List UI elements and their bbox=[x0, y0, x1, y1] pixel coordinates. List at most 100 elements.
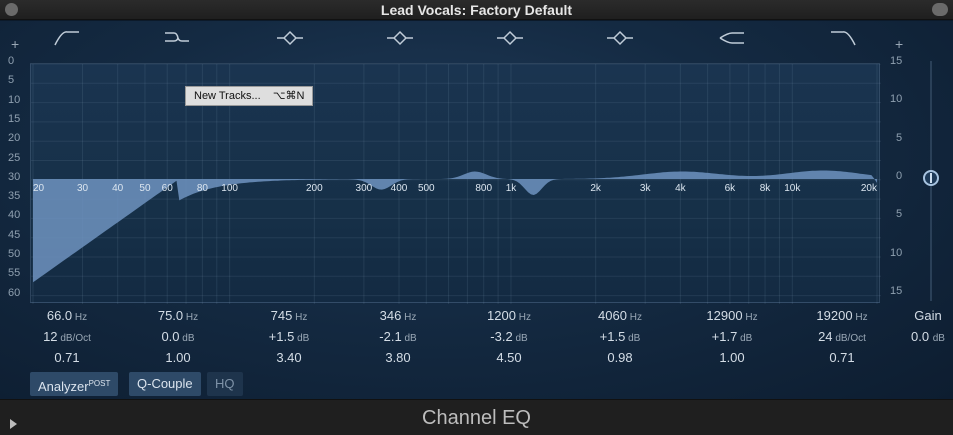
band-8-params: 19200 Hz 24 dB/Oct 0.71 bbox=[787, 305, 897, 368]
freq-label: 60 bbox=[162, 183, 174, 194]
analyzer-scale-label: 35 bbox=[8, 190, 21, 203]
gain-scale-label: 0 bbox=[896, 169, 903, 182]
gain-scale-label: 15 bbox=[890, 284, 903, 297]
analyzer-scale-label: 0 bbox=[8, 55, 15, 67]
band-frequency[interactable]: 12900 Hz bbox=[706, 308, 758, 323]
freq-label: 400 bbox=[391, 183, 408, 194]
gain-knob[interactable] bbox=[923, 170, 939, 186]
analyzer-scale-label: 30 bbox=[8, 170, 21, 183]
analyzer-scale-label: 40 bbox=[8, 209, 21, 222]
band-frequency[interactable]: 346 Hz bbox=[379, 308, 417, 323]
analyzer-scale-label: 20 bbox=[8, 132, 21, 145]
band-frequency[interactable]: 19200 Hz bbox=[816, 308, 868, 323]
band-gain[interactable]: 12 dB/Oct bbox=[43, 329, 91, 344]
gain-scale-label: 5 bbox=[896, 131, 903, 144]
high-shelf-icon[interactable] bbox=[718, 29, 746, 47]
analyzer-scale: 0 5 10 15 20 25 30 35 40 45 50 55 60 bbox=[0, 55, 26, 305]
hq-button[interactable]: HQ bbox=[207, 372, 243, 396]
band-gain[interactable]: 0.0 dB bbox=[161, 329, 195, 344]
analyzer-scale-label: 45 bbox=[8, 228, 21, 241]
freq-label: 3k bbox=[640, 183, 652, 194]
eq-graph[interactable]: 20 30 40 50 60 80 100 200 300 400 500 800 1k 2k 3k 4k 6k… bbox=[30, 63, 881, 304]
band-3-params: 745 Hz +1.5 dB 3.40 bbox=[234, 305, 344, 368]
tooltip: New Tracks... ⌥⌘N bbox=[185, 86, 314, 106]
band-q[interactable]: 4.50 bbox=[496, 350, 522, 365]
band-gain[interactable]: +1.7 dB bbox=[711, 329, 753, 344]
plugin-name: Channel EQ bbox=[422, 407, 531, 429]
tooltip-label: New Tracks... bbox=[194, 90, 261, 102]
low-cut-icon[interactable] bbox=[53, 29, 81, 47]
band-q[interactable]: 1.00 bbox=[165, 350, 191, 365]
band-q[interactable]: 0.98 bbox=[607, 350, 633, 365]
freq-label: 6k bbox=[725, 183, 737, 194]
band-q[interactable]: 3.80 bbox=[385, 350, 411, 365]
freq-label: 4k bbox=[675, 183, 687, 194]
analyzer-scale-label: 55 bbox=[8, 267, 21, 280]
link-button[interactable] bbox=[932, 3, 948, 16]
footer: Channel EQ bbox=[0, 399, 953, 435]
gain-value[interactable]: 0.0 dB bbox=[911, 329, 945, 344]
freq-label: 20k bbox=[861, 183, 878, 194]
freq-label: 2k bbox=[590, 183, 602, 194]
band-7-params: 12900 Hz +1.7 dB 1.00 bbox=[677, 305, 787, 368]
band-frequency[interactable]: 1200 Hz bbox=[487, 308, 531, 323]
window-title: Lead Vocals: Factory Default bbox=[380, 2, 573, 18]
disclosure-triangle-icon[interactable] bbox=[10, 419, 17, 429]
analyzer-scale-label: 10 bbox=[8, 93, 21, 106]
freq-label: 30 bbox=[77, 183, 89, 194]
band-gain[interactable]: +1.5 dB bbox=[599, 329, 641, 344]
add-band-right-icon[interactable]: + bbox=[895, 36, 904, 52]
band-frequency[interactable]: 4060 Hz bbox=[598, 308, 642, 323]
low-shelf-icon[interactable] bbox=[163, 29, 191, 47]
freq-label: 40 bbox=[112, 183, 124, 194]
freq-label: 8k bbox=[760, 183, 772, 194]
band-gain[interactable]: +1.5 dB bbox=[268, 329, 310, 344]
band-q[interactable]: 1.00 bbox=[719, 350, 745, 365]
band-parameters: 66.0 Hz 12 dB/Oct 0.71 75.0 Hz 0.0 dB 1.00 745… bbox=[0, 305, 953, 365]
title-bar: Lead Vocals: Factory Default bbox=[0, 0, 953, 20]
freq-label: 1k bbox=[506, 183, 518, 194]
power-button[interactable] bbox=[5, 3, 18, 16]
high-cut-icon[interactable] bbox=[829, 29, 857, 47]
band-gain[interactable]: -2.1 dB bbox=[379, 329, 417, 344]
band-q[interactable]: 0.71 bbox=[829, 350, 855, 365]
analyzer-scale-label: 60 bbox=[8, 286, 21, 299]
bell-icon[interactable] bbox=[386, 29, 414, 47]
gain-scale-label: 10 bbox=[890, 246, 903, 259]
band-q[interactable]: 3.40 bbox=[276, 350, 302, 365]
freq-label: 300 bbox=[356, 183, 373, 194]
freq-label: 200 bbox=[306, 183, 323, 194]
q-couple-button[interactable]: Q-Couple bbox=[129, 372, 201, 396]
band-2-params: 75.0 Hz 0.0 dB 1.00 bbox=[123, 305, 233, 368]
band-1-params: 66.0 Hz 12 dB/Oct 0.71 bbox=[12, 305, 122, 368]
eq-panel: + + 0 5 10 15 20 25 30 35 40 45 50 55 60 15 10 5 0 5 10 15… bbox=[0, 21, 953, 399]
band-gain[interactable]: 24 dB/Oct bbox=[818, 329, 866, 344]
band-4-params: 346 Hz -2.1 dB 3.80 bbox=[343, 305, 453, 368]
bell-icon[interactable] bbox=[496, 29, 524, 47]
band-icons bbox=[0, 21, 953, 57]
band-5-params: 1200 Hz -3.2 dB 4.50 bbox=[454, 305, 564, 368]
analyzer-scale-label: 15 bbox=[8, 112, 21, 125]
gain-scale: 15 10 5 0 5 10 15 bbox=[884, 55, 914, 305]
band-frequency[interactable]: 75.0 Hz bbox=[157, 308, 199, 323]
band-frequency[interactable]: 745 Hz bbox=[270, 308, 308, 323]
freq-label: 100 bbox=[221, 183, 238, 194]
tooltip-shortcut: ⌥⌘N bbox=[272, 90, 305, 102]
analyzer-button[interactable]: AnalyzerPOST bbox=[30, 372, 119, 396]
freq-label: 500 bbox=[418, 183, 435, 194]
band-q[interactable]: 0.71 bbox=[54, 350, 80, 365]
analyzer-scale-label: 25 bbox=[8, 151, 21, 164]
freq-label: 80 bbox=[197, 183, 209, 194]
band-gain[interactable]: -3.2 dB bbox=[490, 329, 528, 344]
eq-curve-svg[interactable]: 20 30 40 50 60 80 100 200 300 400 500 800 1k 2k 3k 4k 6k… bbox=[31, 64, 881, 304]
analyzer-scale-label: 50 bbox=[8, 248, 21, 260]
add-band-left-icon[interactable]: + bbox=[11, 36, 20, 52]
analyzer-scale-label: 5 bbox=[8, 74, 15, 87]
bell-icon[interactable] bbox=[606, 29, 634, 47]
band-frequency[interactable]: 66.0 Hz bbox=[46, 308, 88, 323]
gain-scale-label: 15 bbox=[890, 55, 903, 67]
gain-scale-label: 5 bbox=[896, 208, 903, 221]
bell-icon[interactable] bbox=[276, 29, 304, 47]
gain-label: Gain bbox=[914, 308, 942, 323]
master-gain-slider[interactable] bbox=[922, 61, 940, 301]
